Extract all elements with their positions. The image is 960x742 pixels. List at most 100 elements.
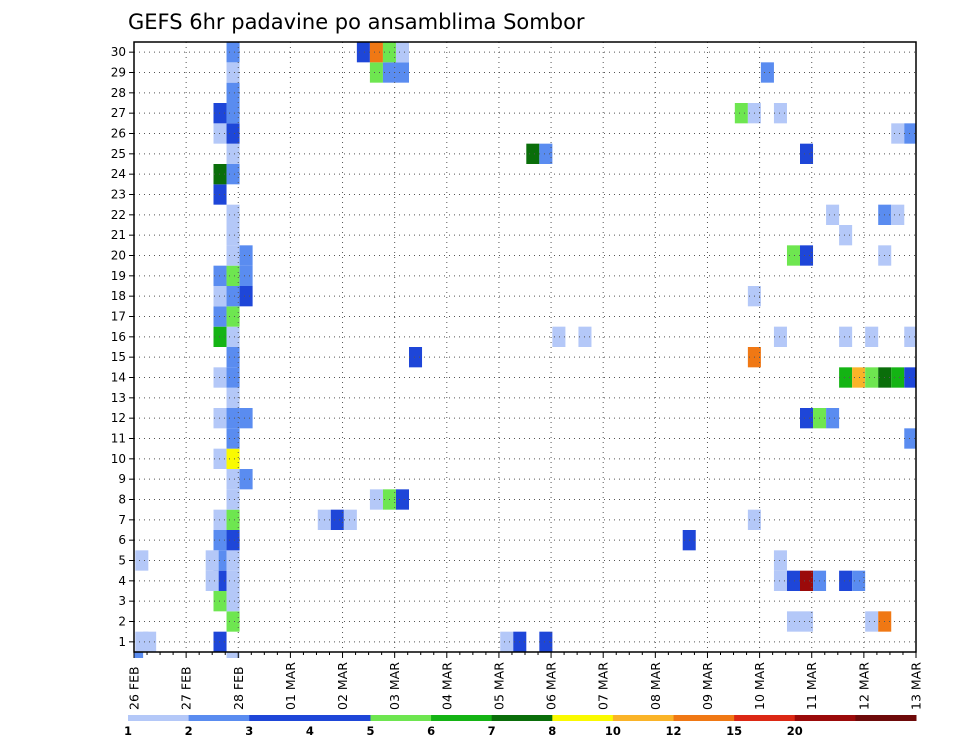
precip-cell [213,306,227,327]
precip-cell [226,530,240,551]
y-tick-label: 25 [111,147,126,161]
precip-cell [891,204,905,225]
x-tick-label: 03 MAR [387,662,402,710]
precip-cell [213,530,227,551]
y-tick-label: 11 [111,432,126,446]
x-axis: 26 FEB 27 FEB 28 FEB 01 MAR 02 MAR 03 MAR 04 M… [127,652,924,710]
precip-cell [213,184,227,205]
colorbar-segment [552,715,614,721]
precip-cell [205,570,219,591]
colorbar-segment [309,715,371,721]
precip-cell [226,326,240,347]
precip-cell [226,387,240,408]
precip-cell [226,611,240,632]
y-tick-label: 28 [111,86,126,100]
precip-cell [213,408,227,429]
precip-cell [800,408,814,429]
precip-cell [343,509,357,530]
precip-cell [226,652,240,658]
precip-cell [226,164,240,185]
precip-cell [226,509,240,530]
precip-cell [539,631,553,652]
precip-cell [395,42,410,63]
y-tick-label: 20 [111,249,126,263]
precip-cell [226,42,240,63]
y-tick-label: 23 [111,188,126,202]
colorbar-segment [612,715,675,721]
precip-cell [760,62,774,83]
colorbar-label: 10 [605,724,621,738]
precip-cell [734,103,748,124]
precip-cell [369,42,383,63]
precip-cell [205,550,219,571]
precip-cell [852,367,866,388]
colorbar-label: 3 [245,724,253,738]
precip-cell [226,265,240,286]
precip-cell [904,123,916,144]
precip-cell [356,42,370,63]
precip-cell [839,367,853,388]
colorbar-segment [673,715,735,721]
precip-cell [213,631,227,652]
precip-cell [239,469,253,490]
colorbar-label: 1 [124,724,132,738]
precip-cell [226,550,240,571]
x-tick-label: 09 MAR [700,662,715,710]
precip-cell [213,326,227,347]
precip-cell [865,611,879,632]
x-tick-label: 05 MAR [491,662,506,710]
precip-cell [409,347,423,368]
y-tick-label: 16 [111,330,126,344]
colorbar-segment [855,715,917,721]
precip-cell [226,204,240,225]
precip-cell [865,326,879,347]
colorbar-label: 5 [366,724,374,738]
colorbar-segment [188,715,250,721]
x-tick-label: 12 MAR [856,662,871,710]
precip-cell [213,164,227,185]
precip-cell [826,204,840,225]
precip-cell [226,143,240,164]
y-tick-label: 7 [118,513,126,527]
colorbar-segment [370,715,432,721]
precip-cell [226,306,240,327]
precip-cell [226,225,240,246]
y-tick-label: 27 [111,106,126,120]
precip-cell [369,62,383,83]
precip-cell [526,143,540,164]
y-tick-label: 2 [118,615,126,629]
colorbar-segment [794,715,856,721]
precip-cell [239,286,253,307]
precip-cell [786,570,801,591]
precip-cell [800,611,814,632]
precip-cell [839,326,853,347]
y-tick-label: 10 [111,452,126,466]
y-tick-label: 12 [111,411,126,425]
chart-title: GEFS 6hr padavine po ansamblima Sombor [128,10,585,34]
precip-cell [226,408,240,429]
precip-cell [226,469,240,490]
precip-cell [213,509,227,530]
precip-cell [395,489,410,510]
y-tick-label: 24 [111,167,126,181]
precip-cell [852,570,866,591]
grid-lines [134,42,916,652]
y-tick-label: 4 [118,574,126,588]
precip-cell [773,550,787,571]
x-tick-label: 01 MAR [283,662,298,710]
precip-cell [786,245,801,266]
precip-cell [226,123,240,144]
x-tick-label: 11 MAR [804,662,819,710]
y-tick-label: 21 [111,228,126,242]
precip-cell [226,367,240,388]
precip-cell [369,489,383,510]
precip-cell [891,123,905,144]
y-tick-label: 5 [118,554,126,568]
precip-cell [773,570,787,591]
y-tick-label: 13 [111,391,126,405]
colorbar-label: 2 [185,724,193,738]
precip-cell [226,103,240,124]
precip-cell [839,225,853,246]
precip-cell [839,570,853,591]
